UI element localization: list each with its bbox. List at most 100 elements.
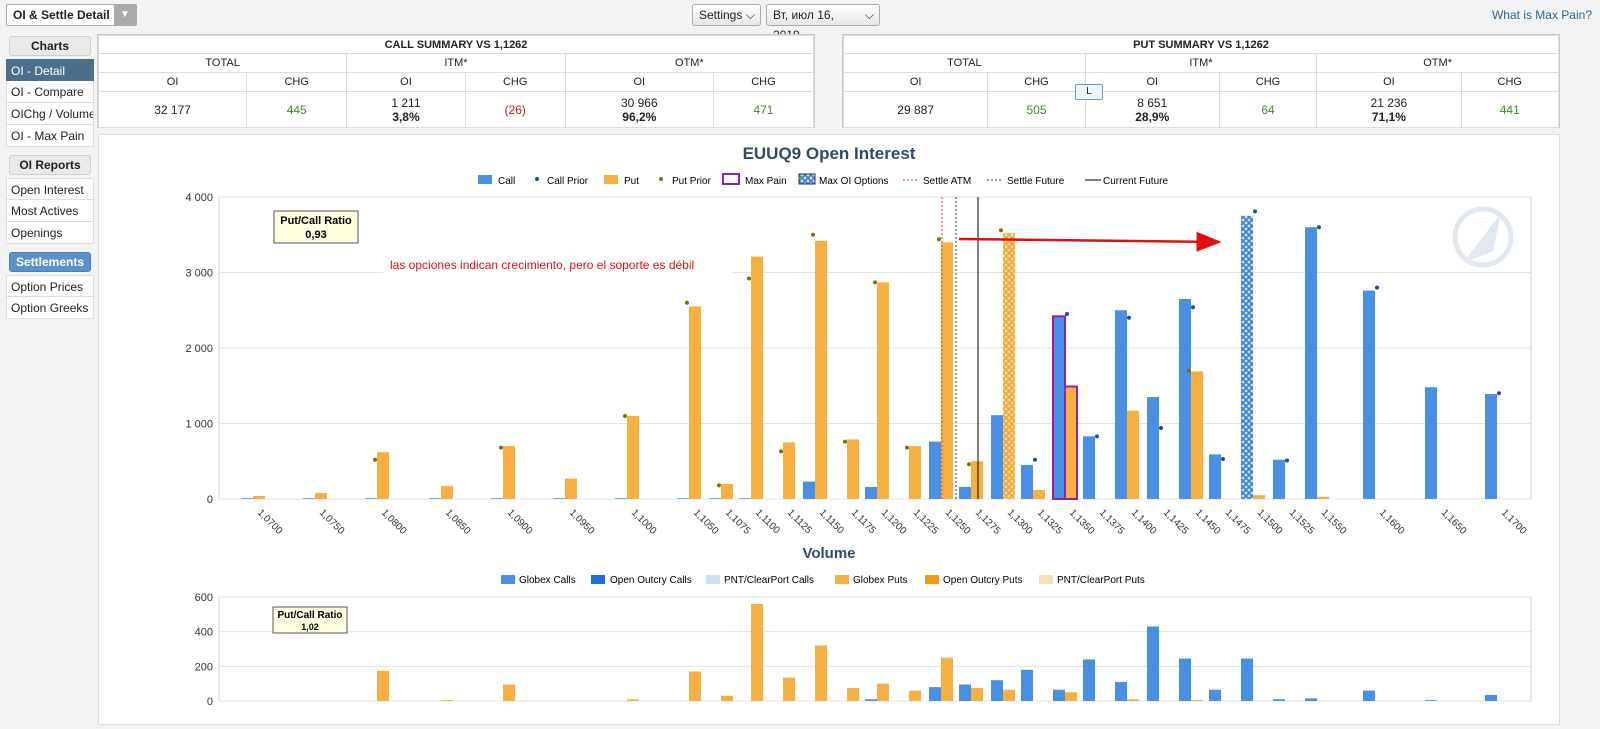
call-bar — [959, 486, 971, 499]
globex-calls-bar — [1485, 694, 1497, 701]
legend-item: Put — [624, 176, 639, 187]
put-prior-point — [623, 413, 627, 418]
legend-swatch-globex-puts — [835, 575, 849, 584]
sidebar-item-oichg-volume[interactable]: OIChg / Volume — [6, 103, 94, 125]
otm-chg-cell: 471 — [712, 91, 815, 128]
globex-puts-bar — [847, 688, 859, 701]
ratio-label: Put/Call Ratio — [280, 215, 352, 227]
volume-ratio-box: Put/Call Ratio 1,02 — [272, 606, 348, 634]
call-bar — [1363, 290, 1375, 499]
annotation-arrow — [958, 231, 1222, 252]
call-prior-point — [1375, 285, 1379, 290]
legend-toggle-button[interactable]: L — [1075, 84, 1103, 100]
sidebar-item-option-prices[interactable]: Option Prices — [6, 275, 94, 297]
annotation-text: las opciones indican crecimiento, pero e… — [390, 258, 694, 272]
put-bar — [815, 240, 827, 500]
globex-calls-bar — [1305, 698, 1317, 701]
globex-calls-bar — [865, 699, 877, 701]
x-tick-label: 1,1075 — [723, 507, 753, 537]
put-bar — [847, 439, 859, 499]
x-tick-label: 1,1100 — [753, 507, 782, 536]
legend-item: Settle ATM — [923, 176, 971, 187]
globex-puts-bar — [971, 688, 983, 701]
sidebar-item-most-actives[interactable]: Most Actives — [6, 200, 94, 222]
x-tick-label: 1,1450 — [1193, 507, 1223, 537]
legend-item: PNT/ClearPort Calls — [724, 575, 814, 586]
call-summary-title: CALL SUMMARY VS 1,1262 — [98, 35, 814, 54]
call-prior-point — [1285, 458, 1289, 463]
legend-swatch-max-oi — [798, 173, 816, 185]
globex-calls-bar — [1115, 681, 1127, 701]
put-prior-point — [843, 439, 847, 444]
column-header: OI — [1316, 72, 1462, 92]
column-header: OI — [842, 72, 989, 92]
put-bar — [1003, 233, 1015, 500]
globex-calls-bar — [959, 684, 971, 701]
put-bar — [751, 256, 763, 499]
otm-oi-cell: 21 236 71,1% — [1316, 91, 1462, 128]
sidebar-item-oi-detail[interactable]: OI - Detail — [6, 59, 94, 81]
call-prior-point — [1191, 305, 1195, 310]
call-bar — [241, 498, 253, 499]
group-header: TOTAL — [97, 53, 348, 73]
sidebar-item-oi-compare[interactable]: OI - Compare — [6, 81, 94, 103]
x-tick-label: 1,1050 — [691, 507, 721, 537]
x-tick-label: 1,1000 — [629, 507, 659, 537]
x-tick-label: 1,1225 — [911, 507, 941, 537]
x-tick-label: 1,1525 — [1287, 507, 1317, 537]
view-select-value: OI & Settle Detail — [13, 8, 110, 22]
legend-swatch-call-prior — [535, 177, 539, 181]
put-bar — [1191, 371, 1203, 499]
oi-chart-title: EUUQ9 Open Interest — [743, 144, 916, 163]
x-tick-label: 1,1700 — [1499, 507, 1529, 537]
chart-panel: EUUQ9 Open Interest Volume Call Call Pri… — [98, 134, 1560, 725]
put-bar — [941, 242, 953, 500]
put-bar — [1317, 496, 1329, 499]
call-bar — [1273, 459, 1285, 499]
oi-x-axis-labels: 1,0700 1,0750 1,0800 1,0850 1,0900 1,0950 1,10… — [255, 507, 1529, 537]
sidebar-item-oi-max-pain[interactable]: OI - Max Pain — [6, 125, 94, 147]
legend-item: Open Outcry Puts — [943, 575, 1022, 586]
sidebar-item-option-greeks[interactable]: Option Greeks — [6, 297, 94, 319]
group-header: TOTAL — [843, 53, 1086, 73]
settings-button[interactable]: Settings ⌵ — [692, 4, 761, 26]
column-header: CHG — [464, 72, 566, 92]
globex-puts-bar — [441, 700, 453, 701]
put-prior-point — [905, 445, 909, 450]
x-tick-label: 1,1150 — [817, 507, 846, 536]
charts-header: Charts — [9, 36, 91, 56]
legend-item: Globex Calls — [519, 575, 576, 586]
sidebar-item-open-interest[interactable]: Open Interest — [6, 178, 94, 200]
column-header: OI — [564, 72, 714, 92]
call-prior-point — [1221, 456, 1225, 461]
call-bar — [1021, 465, 1033, 499]
x-tick-label: 1,1250 — [943, 507, 973, 537]
call-bar — [929, 441, 941, 499]
put-bar — [909, 446, 921, 499]
view-select[interactable]: OI & Settle Detail ▼ — [6, 4, 137, 26]
legend-item: PNT/ClearPort Puts — [1057, 575, 1145, 586]
sidebar-item-openings[interactable]: Openings — [6, 222, 94, 244]
legend-item: Open Outcry Calls — [610, 575, 692, 586]
legend-swatch-put-prior — [659, 177, 663, 181]
globex-puts-bar — [1127, 699, 1139, 701]
call-bar — [739, 498, 751, 499]
y-tick-label: 2 000 — [185, 343, 213, 355]
call-bar — [1083, 436, 1095, 499]
volume-plot-frame — [218, 596, 1532, 702]
legend-item: Call — [498, 176, 515, 187]
call-bar — [1305, 227, 1317, 499]
put-bar — [377, 452, 389, 499]
y-tick-label: 200 — [195, 661, 213, 673]
max-pain-help-link[interactable]: What is Max Pain? — [1491, 8, 1592, 22]
legend-swatch-put — [604, 175, 618, 184]
put-prior-point — [747, 276, 751, 281]
legend-swatch-pnt-puts — [1039, 575, 1053, 584]
call-bar — [1485, 394, 1497, 499]
call-bar — [1425, 387, 1437, 499]
charts-svg: EUUQ9 Open Interest Volume Call Call Pri… — [185, 144, 1532, 708]
legend-swatch-call — [478, 175, 492, 184]
group-header: OTM* — [564, 53, 815, 73]
date-picker-button[interactable]: Вт, июл 16, 2019 ⌵ — [766, 4, 880, 42]
call-bar — [803, 481, 815, 499]
